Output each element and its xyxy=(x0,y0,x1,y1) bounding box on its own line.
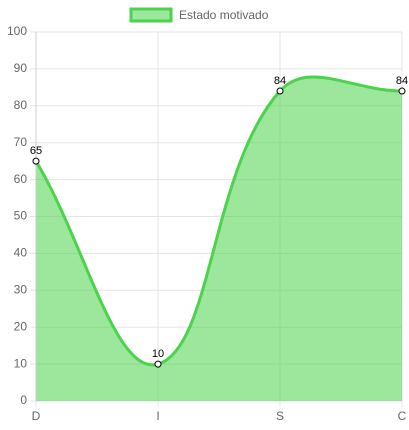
y-tick-label: 0 xyxy=(20,393,27,407)
area xyxy=(36,76,402,401)
point xyxy=(154,360,162,368)
point xyxy=(32,157,40,165)
y-tick-label: 50 xyxy=(14,209,28,223)
y-tick-label: 40 xyxy=(14,246,28,260)
data-label: 84 xyxy=(274,75,286,87)
y-tick-label: 20 xyxy=(14,319,28,333)
y-tick-label: 10 xyxy=(14,356,28,370)
data-label: 84 xyxy=(396,75,408,87)
data-label: 10 xyxy=(152,348,164,360)
y-tick-label: 60 xyxy=(14,172,28,186)
y-tick-label: 70 xyxy=(14,135,28,149)
legend-label: Estado motivado xyxy=(179,8,269,22)
y-tick-label: 30 xyxy=(14,282,28,296)
point xyxy=(398,87,406,95)
x-tick-label: I xyxy=(156,409,159,423)
point xyxy=(276,87,284,95)
y-tick-label: 90 xyxy=(14,61,28,75)
line xyxy=(34,75,403,367)
x-tick-label: C xyxy=(398,409,407,423)
y-tick-label: 100 xyxy=(7,24,27,38)
x-tick-label: S xyxy=(276,409,284,423)
legend-swatch xyxy=(129,7,173,23)
data-label: 65 xyxy=(30,145,42,157)
x-tick-label: D xyxy=(32,409,41,423)
y-tick-label: 80 xyxy=(14,98,28,112)
